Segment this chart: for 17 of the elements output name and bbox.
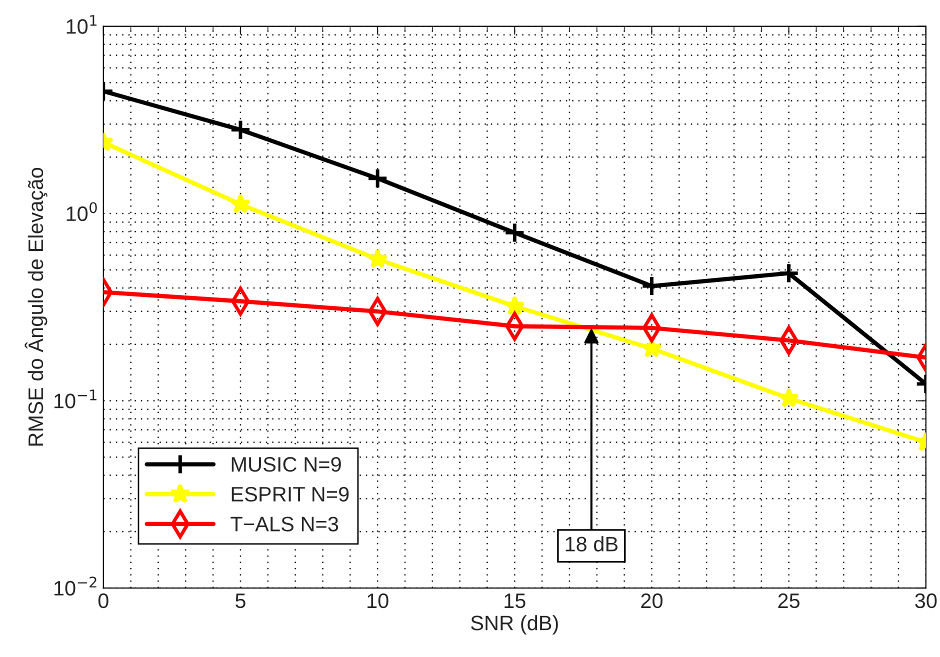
annotation: 18 dB xyxy=(566,536,618,552)
x-tick-label: 5 xyxy=(236,594,246,608)
y-tick-label: 10$^{0}$ xyxy=(66,202,97,222)
y-tick-label: 10$^{−1}$ xyxy=(54,390,96,408)
x-axis-title: SNR (dB) xyxy=(471,615,558,634)
legend-label: T−ALS N=3 xyxy=(230,516,338,532)
x-tick-label: 15 xyxy=(504,594,526,608)
y-tick-label: 10$^{1}$ xyxy=(66,15,97,34)
legend-label: ESPRIT N=9 xyxy=(232,486,349,502)
x-tick-label: 30 xyxy=(915,593,937,608)
x-tick-label: 20 xyxy=(641,593,663,608)
x-tick-label: 10 xyxy=(368,593,388,608)
x-tick-label: 0 xyxy=(98,593,108,608)
legend-label: MUSIC N=9 xyxy=(232,457,341,472)
y-axis-title: RMSE do Ângulo de Elevação xyxy=(24,168,48,446)
y-tick-label: 10$^{−2}$ xyxy=(54,576,96,596)
x-tick-label: 25 xyxy=(778,593,800,608)
